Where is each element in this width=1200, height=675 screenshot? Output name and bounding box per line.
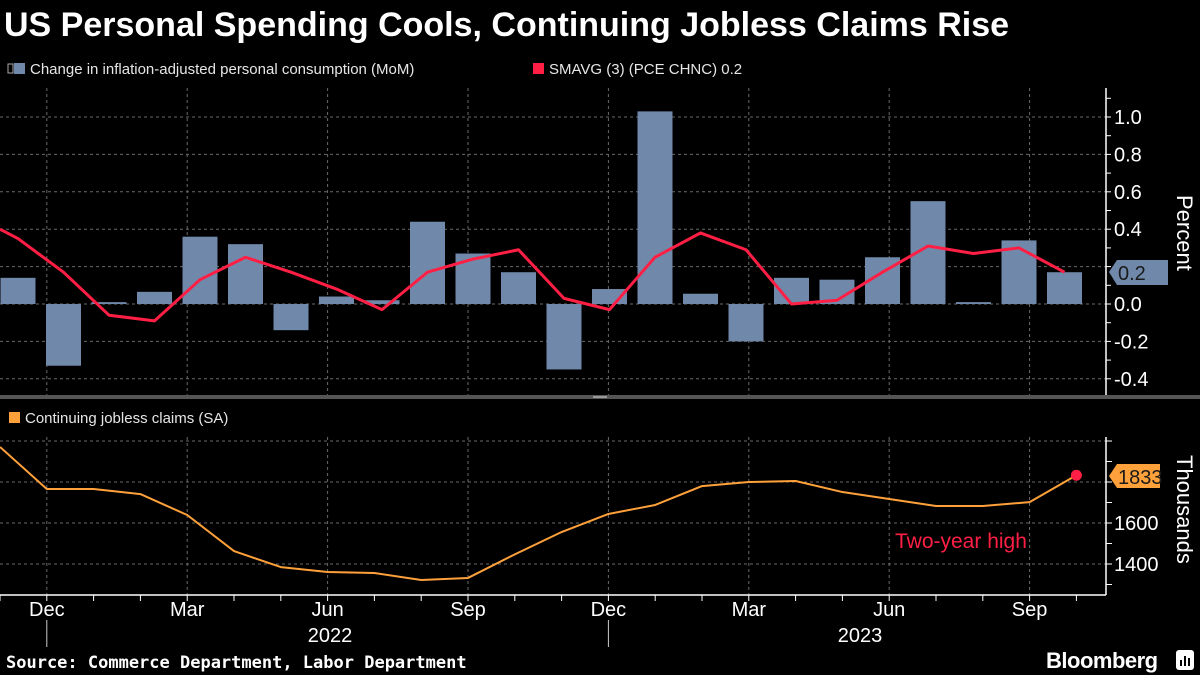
x-tick-label: Dec xyxy=(591,599,627,621)
bar-oct-2022 xyxy=(501,272,536,304)
legend-label-bars: Change in inflation-adjusted personal co… xyxy=(30,61,414,78)
bottom-gridlines xyxy=(0,437,1106,595)
bloomberg-terminal-icon xyxy=(1176,650,1194,670)
x-year-label: 2023 xyxy=(838,625,883,647)
bottom-last-value-badge: 1833 xyxy=(1109,464,1163,489)
latest-point-marker xyxy=(1070,469,1082,481)
top-last-value-badge: 0.2 xyxy=(1109,260,1168,285)
bar-oct-2023 xyxy=(1047,272,1082,304)
bar-jan-2023 xyxy=(637,111,673,304)
bar-aug-2022 xyxy=(410,221,445,304)
bottom-y-axis-label: Thousands xyxy=(1172,455,1197,564)
x-tick-label: Dec xyxy=(29,599,65,621)
chart-title: US Personal Spending Cools, Continuing J… xyxy=(4,6,1009,44)
legend-swatch-claims xyxy=(9,412,20,423)
bottom-legend: Continuing jobless claims (SA) xyxy=(9,410,228,427)
bar-mar-2023 xyxy=(728,304,764,342)
legend-label-sma: SMAVG (3) (PCE CHNC) 0.2 xyxy=(549,61,742,78)
x-tick-label: Mar xyxy=(732,599,767,621)
bar-dec-2021 xyxy=(46,304,81,366)
legend-label-claims: Continuing jobless claims (SA) xyxy=(25,410,228,427)
top-y-ticks: 1.0 0.8 0.6 0.4 0.0 -0.2 -0.4 xyxy=(1106,97,1148,391)
bar-mar-2022 xyxy=(182,236,218,304)
top-legend: Change in inflation-adjusted personal co… xyxy=(7,61,742,78)
bar-nov-2022 xyxy=(546,304,582,370)
bar-nov-2021 xyxy=(0,277,36,304)
top-y-tick-label: 0.0 xyxy=(1114,294,1142,316)
source-note: Source: Commerce Department, Labor Depar… xyxy=(6,653,467,673)
bottom-last-value: 1833 xyxy=(1118,467,1163,489)
top-bars xyxy=(0,111,1082,370)
bar-jun-2022 xyxy=(319,296,354,304)
top-y-tick-label: -0.2 xyxy=(1114,331,1148,353)
x-year-label: 2022 xyxy=(308,625,353,647)
legend-swatch-bars xyxy=(14,63,25,74)
bloomberg-logo: Bloomberg xyxy=(1046,648,1158,673)
divider-grip-icon[interactable] xyxy=(593,396,607,398)
bar-feb-2022 xyxy=(137,291,172,304)
claims-line xyxy=(0,446,1077,581)
top-y-tick-label: 0.8 xyxy=(1114,144,1142,166)
top-y-tick-label: 1.0 xyxy=(1114,107,1142,129)
top-y-tick-label: 0.4 xyxy=(1114,219,1142,241)
bottom-y-ticks: 1400 1600 xyxy=(1106,440,1159,585)
x-axis-ticks: Dec Mar Jun Sep Dec Mar Jun Sep 2022 2023 xyxy=(0,595,1077,647)
x-tick-label: Jun xyxy=(311,599,343,621)
top-y-tick-label: 0.6 xyxy=(1114,182,1142,204)
sma-line xyxy=(0,227,1066,323)
top-last-value: 0.2 xyxy=(1118,263,1146,285)
x-tick-label: Sep xyxy=(450,599,486,621)
bottom-y-tick-label: 1400 xyxy=(1114,554,1159,576)
top-y-tick-label: -0.4 xyxy=(1114,369,1148,391)
x-tick-label: Jun xyxy=(873,599,905,621)
x-tick-label: Mar xyxy=(170,599,205,621)
bar-apr-2022 xyxy=(228,244,263,304)
bar-feb-2023 xyxy=(683,293,718,304)
top-y-axis-label: Percent xyxy=(1172,195,1197,271)
bar-sep-2023 xyxy=(1001,240,1037,304)
bar-jan-2022 xyxy=(91,302,127,304)
bar-jul-2022 xyxy=(364,300,400,304)
legend-handle-icon[interactable] xyxy=(7,63,14,74)
bottom-y-tick-label: 1600 xyxy=(1114,513,1159,535)
bar-aug-2023 xyxy=(956,302,991,304)
bar-may-2022 xyxy=(273,304,309,331)
x-tick-label: Sep xyxy=(1012,599,1048,621)
legend-swatch-sma xyxy=(533,63,544,74)
annotation-two-year-high: Two-year high xyxy=(895,530,1027,553)
